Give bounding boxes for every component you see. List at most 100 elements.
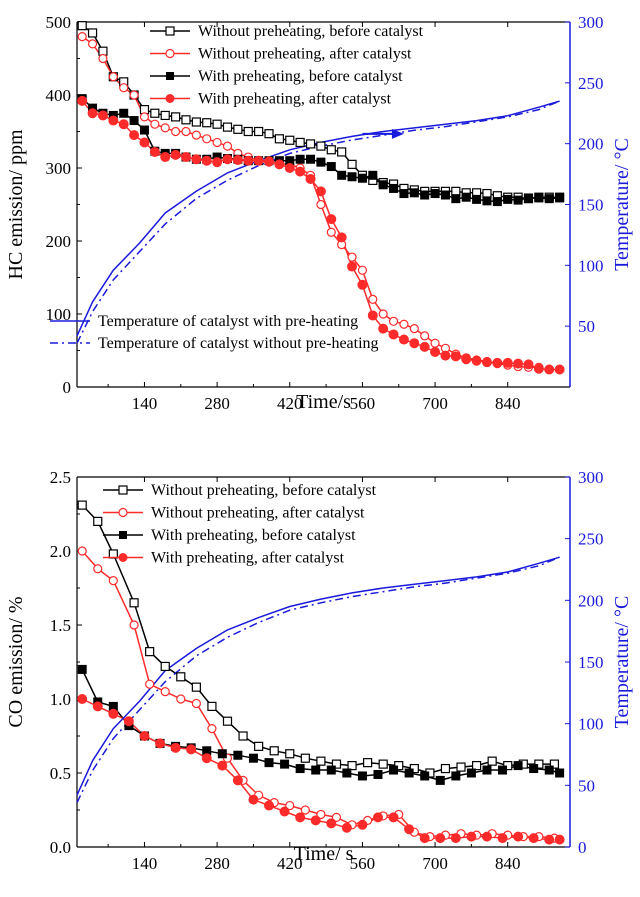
point-s3 bbox=[389, 765, 399, 775]
right-tick-label: 250 bbox=[578, 530, 604, 549]
point-s2 bbox=[87, 39, 98, 49]
point-s4 bbox=[295, 166, 306, 177]
point-s4 bbox=[388, 329, 399, 340]
left-tick-label: 100 bbox=[46, 305, 72, 324]
left-tick-label: 0 bbox=[63, 378, 72, 397]
point-s1 bbox=[378, 759, 388, 769]
point-s3 bbox=[373, 769, 383, 779]
point-s4 bbox=[129, 130, 140, 141]
x-axis-title: Time/ s bbox=[294, 843, 354, 865]
point-s3 bbox=[482, 765, 492, 775]
point-s2 bbox=[207, 723, 217, 734]
point-s2 bbox=[176, 694, 186, 704]
series-line-6 bbox=[76, 100, 560, 344]
point-s3 bbox=[555, 768, 565, 778]
point-s2 bbox=[409, 324, 419, 334]
point-s1 bbox=[337, 147, 347, 157]
point-s1 bbox=[160, 110, 170, 121]
point-s4 bbox=[492, 357, 503, 368]
point-s4 bbox=[170, 742, 181, 753]
legend-label: With preheating, after catalyst bbox=[198, 91, 392, 108]
left-tick-label: 400 bbox=[46, 86, 72, 105]
point-s2 bbox=[191, 130, 201, 140]
point-s3 bbox=[233, 750, 243, 760]
left-tick-label: 2.0 bbox=[50, 542, 71, 561]
point-s1 bbox=[316, 141, 326, 151]
point-s1 bbox=[160, 661, 170, 672]
point-s1 bbox=[300, 753, 310, 763]
point-s1 bbox=[305, 139, 316, 149]
x-tick-label: 420 bbox=[277, 394, 303, 413]
point-s1 bbox=[238, 731, 248, 741]
point-s3 bbox=[248, 753, 258, 763]
point-s3 bbox=[357, 771, 367, 781]
point-s3 bbox=[472, 194, 482, 204]
right-tick-label: 300 bbox=[578, 13, 604, 32]
point-s3 bbox=[430, 189, 440, 199]
point-s4 bbox=[497, 833, 508, 844]
point-s4 bbox=[180, 152, 191, 163]
point-s1 bbox=[347, 159, 357, 169]
point-s4 bbox=[347, 261, 358, 272]
point-s4 bbox=[222, 154, 233, 165]
point-s3 bbox=[404, 768, 414, 778]
point-s4 bbox=[528, 833, 539, 844]
x-tick-label: 700 bbox=[422, 854, 448, 873]
point-s4 bbox=[554, 834, 565, 845]
point-s3 bbox=[529, 764, 539, 774]
point-s4 bbox=[440, 350, 451, 361]
point-s2 bbox=[145, 679, 155, 689]
right-tick-label: 250 bbox=[578, 74, 604, 93]
point-s4 bbox=[201, 753, 212, 764]
left-tick-label: 1.5 bbox=[50, 616, 71, 635]
point-s2 bbox=[191, 698, 201, 709]
point-s1 bbox=[87, 28, 98, 38]
point-s1 bbox=[316, 756, 326, 766]
point-s2 bbox=[202, 134, 212, 144]
point-s2 bbox=[139, 112, 150, 122]
point-s2 bbox=[77, 31, 87, 42]
y-axis-title: HC emission/ ppm bbox=[5, 129, 27, 279]
point-s3 bbox=[342, 768, 352, 778]
point-s4 bbox=[274, 159, 285, 170]
y-axis-title: CO emission/ % bbox=[5, 596, 27, 727]
point-s4 bbox=[264, 156, 275, 167]
point-s1 bbox=[326, 145, 336, 155]
point-s4 bbox=[170, 149, 181, 160]
point-s2 bbox=[399, 319, 409, 329]
legend-label: Without preheating, after catalyst bbox=[198, 46, 412, 63]
point-s4 bbox=[77, 95, 88, 106]
point-s2 bbox=[129, 90, 139, 100]
point-s2 bbox=[285, 800, 295, 811]
point-s1 bbox=[212, 119, 222, 129]
point-s2 bbox=[129, 620, 139, 630]
legend-label: Temperature of catalyst with pre-heating bbox=[98, 313, 358, 330]
point-s3 bbox=[420, 190, 430, 200]
point-s1 bbox=[487, 756, 497, 766]
chart-1: 0 100 200 300 400 500 50 100 150 200 250 300 140 280 4… bbox=[5, 13, 633, 413]
legend-swatch-marker bbox=[118, 507, 128, 518]
point-s1 bbox=[222, 122, 233, 132]
point-s1 bbox=[207, 701, 217, 712]
point-s4 bbox=[461, 354, 472, 365]
legend-label: With preheating, before catalyst bbox=[151, 527, 356, 544]
series-line-6 bbox=[76, 556, 560, 803]
point-s1 bbox=[471, 760, 482, 771]
point-s3 bbox=[357, 173, 367, 183]
point-s1 bbox=[191, 117, 201, 127]
point-s4 bbox=[372, 812, 383, 823]
point-s4 bbox=[118, 119, 129, 130]
point-s4 bbox=[502, 357, 513, 368]
legend-label: Without preheating, before catalyst bbox=[198, 23, 424, 40]
point-s3 bbox=[368, 170, 378, 180]
point-s1 bbox=[145, 647, 155, 657]
point-s2 bbox=[160, 686, 170, 697]
point-s4 bbox=[450, 351, 461, 362]
legend-label: With preheating, before catalyst bbox=[198, 68, 403, 85]
point-s4 bbox=[243, 155, 254, 166]
point-s2 bbox=[171, 126, 181, 137]
point-s1 bbox=[129, 598, 139, 608]
point-s3 bbox=[498, 765, 508, 775]
point-s1 bbox=[269, 746, 279, 756]
point-s1 bbox=[243, 126, 253, 137]
